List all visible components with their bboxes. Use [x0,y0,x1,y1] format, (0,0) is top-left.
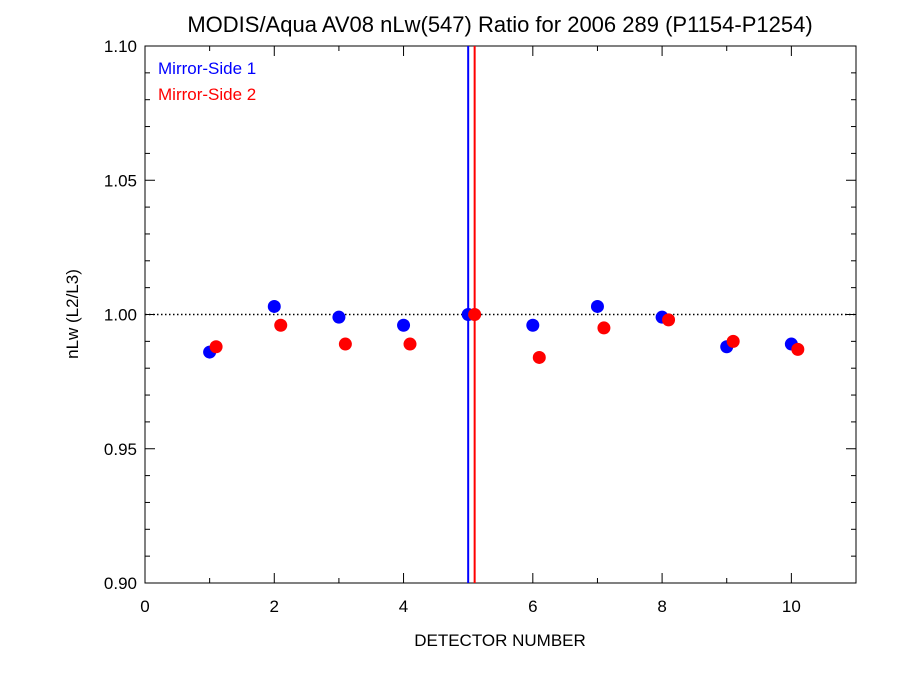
series-2-point [726,334,740,348]
legend-entry-2: Mirror-Side 2 [158,85,256,104]
legend-entry-1: Mirror-Side 1 [158,59,256,78]
series-2-point [662,313,676,327]
legend: Mirror-Side 1 Mirror-Side 2 [158,59,256,104]
series-1-point [267,299,281,313]
plot-area: 0 2 4 6 8 10 0.90 0.95 1.00 1.05 1.10 [104,37,857,616]
series-2-point [791,342,805,356]
x-tick-label: 6 [528,597,537,616]
x-tick-label: 2 [270,597,279,616]
x-tick-label: 8 [657,597,666,616]
x-axis-label: DETECTOR NUMBER [414,631,586,650]
series-2-point [403,337,417,351]
series-1-point [590,299,604,313]
x-tick-label: 4 [399,597,408,616]
x-tick-label: 0 [140,597,149,616]
y-tick-label: 1.00 [104,306,137,325]
y-axis-label: nLw (L2/L3) [63,269,82,359]
y-tick-label: 1.10 [104,37,137,56]
series-2-point [597,321,611,335]
series-1-point [526,318,540,332]
x-tick-label: 10 [782,597,801,616]
series-2-point [274,318,288,332]
series-1-point [397,318,411,332]
series-2-point [209,340,223,354]
series-2-point [338,337,352,351]
series-2-point [468,308,482,321]
series-1-point [332,310,346,324]
series-2-point [532,350,546,364]
y-tick-label: 0.90 [104,574,137,593]
y-tick-label: 1.05 [104,171,137,190]
chart-title: MODIS/Aqua AV08 nLw(547) Ratio for 2006 … [187,12,812,37]
y-tick-label: 0.95 [104,440,137,459]
